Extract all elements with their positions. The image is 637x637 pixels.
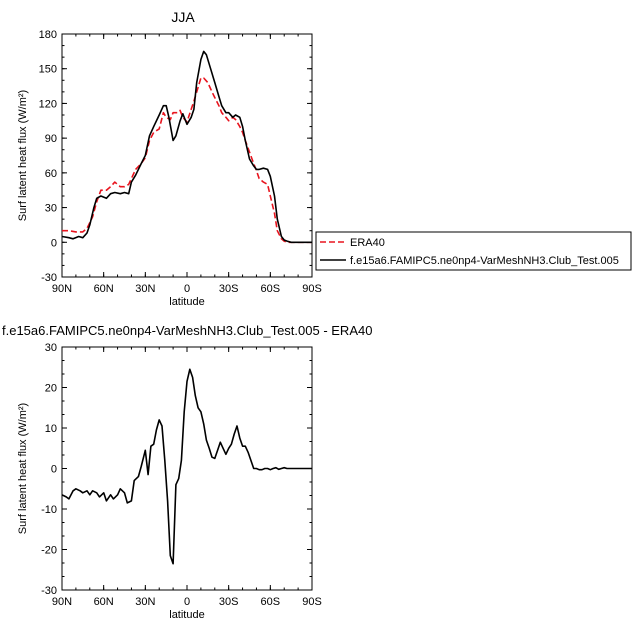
difference-panel: f.e15a6.FAMIPC5.ne0np4-VarMeshNH3.Club_T… <box>2 323 372 621</box>
y-tick-label: -30 <box>41 585 57 597</box>
y-tick-label: 30 <box>45 203 57 215</box>
y-tick-label: 150 <box>39 64 57 76</box>
plot-frame <box>61 33 313 278</box>
x-tick-label: 30S <box>219 283 239 295</box>
x-tick-label: 90N <box>52 596 72 608</box>
y-tick-label: 90 <box>45 133 57 145</box>
y-tick-label: -30 <box>41 272 57 284</box>
x-tick-label: 0 <box>184 596 190 608</box>
y-tick-label: -20 <box>41 545 57 557</box>
y-tick-label: 10 <box>45 423 57 435</box>
x-tick-label: 0 <box>184 283 190 295</box>
y-tick-label: 30 <box>45 342 57 354</box>
x-tick-label: 60N <box>94 283 114 295</box>
x-tick-label: 90S <box>302 283 322 295</box>
y-tick-label: 120 <box>39 98 57 110</box>
x-tick-label: 30N <box>135 596 155 608</box>
y-tick-label: 20 <box>45 383 57 395</box>
x-tick-label: 90N <box>52 283 72 295</box>
x-tick-label: 60S <box>261 596 281 608</box>
chart-title: JJA <box>171 9 195 25</box>
y-tick-label: 0 <box>51 464 57 476</box>
y-tick-label: 0 <box>51 237 57 249</box>
y-tick-label: 60 <box>45 168 57 180</box>
x-tick-label: 60S <box>261 283 281 295</box>
series-line-model <box>62 50 312 244</box>
x-axis-label: latitude <box>169 296 204 308</box>
legend-box <box>315 231 632 271</box>
y-axis-label: Surf latent heat flux (W/m²) <box>17 403 29 534</box>
x-tick-label: 30N <box>135 283 155 295</box>
series-line-difference <box>62 368 312 565</box>
legend-label: f.e15a6.FAMIPC5.ne0np4-VarMeshNH3.Club_T… <box>350 255 619 267</box>
x-axis-label: latitude <box>169 609 204 621</box>
chart-title: f.e15a6.FAMIPC5.ne0np4-VarMeshNH3.Club_T… <box>2 323 372 338</box>
legend-label: ERA40 <box>350 237 385 249</box>
x-tick-label: 90S <box>302 596 322 608</box>
y-tick-label: -10 <box>41 504 57 516</box>
top-panel: JJA -30 0 30 60 90 120 150 180 90N 60N 30N 0 30S 60S 90… <box>17 9 632 308</box>
series-line-era40 <box>62 77 312 244</box>
y-axis-label: Surf latent heat flux (W/m²) <box>17 90 29 221</box>
x-tick-label: 30S <box>219 596 239 608</box>
x-tick-label: 60N <box>94 596 114 608</box>
y-tick-label: 180 <box>39 29 57 41</box>
